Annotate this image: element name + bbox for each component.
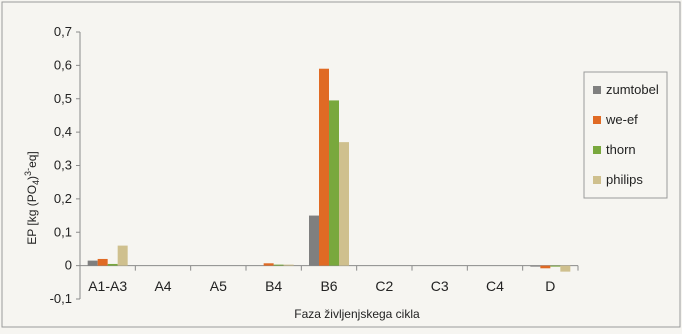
legend-label-thorn: thorn — [606, 142, 636, 157]
bar-thorn-A1-A3 — [107, 263, 118, 266]
bar-thorn-B6 — [329, 100, 339, 266]
x-tick-label: D — [545, 278, 555, 294]
y-tick-label: 0,2 — [54, 191, 72, 206]
y-axis-title: EP [kg (PO4)3-eq] — [23, 151, 41, 245]
legend-label-zumtobel: zumtobel — [606, 82, 659, 97]
x-tick-label: B4 — [265, 278, 282, 294]
x-tick-label: C3 — [431, 278, 449, 294]
x-tick-label: A1-A3 — [88, 278, 127, 294]
bar-we-ef-B4 — [263, 263, 274, 266]
bar-thorn-B4 — [273, 264, 284, 266]
x-tick-label: C4 — [486, 278, 504, 294]
y-tick-label: 0,7 — [54, 24, 72, 39]
legend-swatch-zumtobel — [593, 86, 601, 94]
y-axis-title-part-a: EP [kg (PO — [25, 185, 39, 245]
bar-philips-D — [560, 265, 571, 272]
bar-we-ef-D — [540, 265, 551, 269]
bar-we-ef-A1-A3 — [97, 258, 108, 266]
legend-label-philips: philips — [606, 172, 643, 187]
y-tick-label: 0,1 — [54, 224, 72, 239]
legend-label-we-ef: we-ef — [605, 112, 638, 127]
legend-swatch-we-ef — [593, 116, 601, 124]
x-tick-label: A5 — [210, 278, 227, 294]
bar-zumtobel-D — [530, 265, 541, 267]
y-tick-label: 0,6 — [54, 57, 72, 72]
y-axis-title-part-b: ) — [25, 176, 39, 180]
bar-philips-A1-A3 — [117, 245, 128, 266]
plot-area: -0,1 0 0,1 0,2 0,3 0,4 0,5 0,6 0,7 A1-A3 A4 A5 B4 B6 C… — [50, 24, 579, 306]
y-tick-label: 0,4 — [54, 124, 72, 139]
legend-swatch-thorn — [593, 146, 601, 154]
y-axis-title-sub: 4 — [31, 180, 41, 185]
y-axis-title-part-c: eq] — [25, 151, 39, 168]
y-tick-label: 0 — [65, 258, 72, 273]
legend-swatch-philips — [593, 176, 601, 184]
y-tick-label: -0,1 — [50, 291, 72, 306]
y-axis-title-sup: 3- — [23, 168, 33, 176]
x-tick-label: C2 — [375, 278, 393, 294]
x-axis-title: Faza življenjskega cikla — [294, 307, 420, 321]
legend: zumtobel we-ef thorn philips — [583, 71, 668, 199]
bar-zumtobel-B6 — [309, 215, 319, 266]
bar-zumtobel-A1-A3 — [87, 260, 98, 266]
y-tick-label: 0,5 — [54, 91, 72, 106]
bar-we-ef-B6 — [319, 68, 329, 266]
svg-text:EP [kg (PO4)3-eq]: EP [kg (PO4)3-eq] — [23, 151, 41, 245]
x-tick-label: B6 — [320, 278, 337, 294]
bar-philips-B6 — [339, 142, 349, 266]
x-tick-label: A4 — [154, 278, 171, 294]
bar-thorn-D — [550, 265, 561, 267]
bar-philips-B4 — [283, 264, 294, 266]
y-tick-label: 0,3 — [54, 158, 72, 173]
